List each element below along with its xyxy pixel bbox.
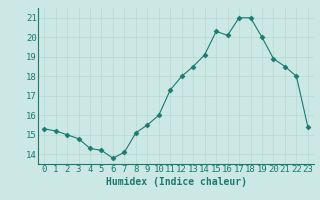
X-axis label: Humidex (Indice chaleur): Humidex (Indice chaleur) — [106, 177, 246, 187]
